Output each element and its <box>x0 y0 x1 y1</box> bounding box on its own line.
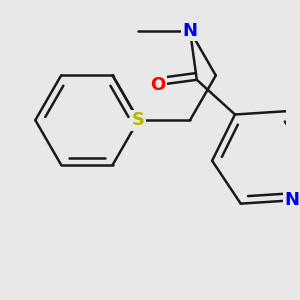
Text: N: N <box>182 22 197 40</box>
Text: N: N <box>285 191 300 209</box>
Text: O: O <box>151 76 166 94</box>
Text: S: S <box>132 111 145 129</box>
